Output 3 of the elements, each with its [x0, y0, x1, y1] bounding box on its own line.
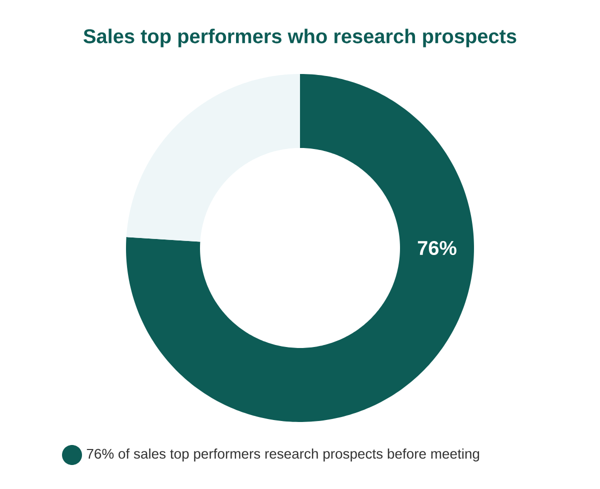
chart-title: Sales top performers who research prospects — [84, 28, 516, 48]
legend-label: 76% of sales top performers research prospects before meeting — [86, 448, 480, 462]
data-label: 76% — [418, 240, 456, 256]
